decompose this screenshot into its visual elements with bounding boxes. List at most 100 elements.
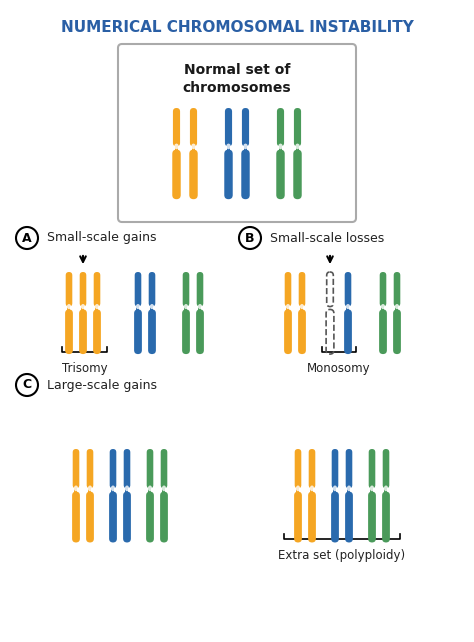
FancyBboxPatch shape	[160, 492, 168, 542]
Ellipse shape	[286, 304, 290, 309]
FancyBboxPatch shape	[124, 449, 130, 489]
Bar	[148, 483, 152, 493]
Ellipse shape	[150, 304, 154, 309]
Ellipse shape	[395, 304, 399, 309]
FancyBboxPatch shape	[94, 272, 100, 307]
Ellipse shape	[226, 144, 231, 149]
Ellipse shape	[278, 144, 283, 149]
Ellipse shape	[174, 144, 179, 149]
FancyBboxPatch shape	[173, 108, 180, 146]
FancyBboxPatch shape	[332, 449, 338, 489]
Ellipse shape	[347, 485, 351, 491]
FancyBboxPatch shape	[276, 150, 285, 199]
Bar	[82, 302, 84, 311]
FancyBboxPatch shape	[134, 309, 142, 354]
Bar	[192, 142, 195, 152]
FancyBboxPatch shape	[383, 449, 389, 489]
Ellipse shape	[296, 485, 300, 491]
Text: C: C	[22, 379, 32, 392]
Ellipse shape	[111, 485, 115, 491]
FancyBboxPatch shape	[182, 309, 190, 354]
FancyBboxPatch shape	[293, 150, 302, 199]
Ellipse shape	[333, 485, 337, 491]
FancyBboxPatch shape	[380, 272, 386, 307]
Ellipse shape	[95, 304, 99, 309]
Ellipse shape	[384, 485, 388, 491]
Bar	[384, 483, 388, 493]
FancyBboxPatch shape	[161, 449, 167, 489]
FancyBboxPatch shape	[146, 492, 154, 542]
Bar	[111, 483, 115, 493]
Ellipse shape	[74, 485, 78, 491]
Bar	[175, 142, 178, 152]
FancyBboxPatch shape	[149, 272, 155, 307]
Ellipse shape	[300, 304, 304, 309]
Ellipse shape	[81, 304, 85, 309]
Bar	[67, 302, 71, 311]
Text: Small-scale gains: Small-scale gains	[47, 232, 156, 245]
Bar	[244, 142, 247, 152]
FancyBboxPatch shape	[190, 108, 197, 146]
FancyBboxPatch shape	[394, 272, 401, 307]
Bar	[163, 483, 165, 493]
FancyBboxPatch shape	[189, 150, 198, 199]
Bar	[286, 302, 290, 311]
Text: Extra set (polyploidy): Extra set (polyploidy)	[278, 549, 406, 562]
Bar	[151, 302, 154, 311]
FancyBboxPatch shape	[118, 44, 356, 222]
Text: Monosomy: Monosomy	[307, 362, 371, 375]
Ellipse shape	[346, 304, 350, 309]
FancyBboxPatch shape	[346, 449, 352, 489]
Bar	[199, 302, 201, 311]
Bar	[328, 302, 331, 311]
Text: NUMERICAL CHROMOSOMAL INSTABILITY: NUMERICAL CHROMOSOMAL INSTABILITY	[61, 21, 413, 35]
FancyBboxPatch shape	[242, 108, 249, 146]
FancyBboxPatch shape	[172, 150, 181, 199]
FancyBboxPatch shape	[294, 108, 301, 146]
FancyBboxPatch shape	[379, 309, 387, 354]
FancyBboxPatch shape	[196, 309, 204, 354]
FancyBboxPatch shape	[73, 449, 79, 489]
Ellipse shape	[88, 485, 92, 491]
Ellipse shape	[381, 304, 385, 309]
Bar	[310, 483, 313, 493]
Bar	[395, 302, 399, 311]
Bar	[382, 302, 384, 311]
FancyBboxPatch shape	[277, 108, 284, 146]
FancyBboxPatch shape	[241, 150, 250, 199]
Text: Trisomy: Trisomy	[62, 362, 107, 375]
FancyBboxPatch shape	[86, 492, 94, 542]
FancyBboxPatch shape	[109, 492, 117, 542]
FancyBboxPatch shape	[123, 492, 131, 542]
Bar	[296, 142, 299, 152]
FancyBboxPatch shape	[148, 309, 156, 354]
Ellipse shape	[191, 144, 196, 149]
FancyBboxPatch shape	[135, 272, 141, 307]
Text: B: B	[245, 232, 255, 245]
FancyBboxPatch shape	[146, 449, 153, 489]
FancyBboxPatch shape	[345, 492, 353, 542]
Ellipse shape	[184, 304, 188, 309]
Text: Small-scale losses: Small-scale losses	[270, 232, 384, 245]
Ellipse shape	[243, 144, 248, 149]
Ellipse shape	[125, 485, 129, 491]
FancyBboxPatch shape	[224, 150, 233, 199]
Bar	[347, 483, 350, 493]
FancyBboxPatch shape	[197, 272, 203, 307]
Bar	[227, 142, 230, 152]
FancyBboxPatch shape	[66, 272, 73, 307]
FancyBboxPatch shape	[309, 449, 315, 489]
FancyBboxPatch shape	[87, 449, 93, 489]
FancyBboxPatch shape	[294, 492, 302, 542]
FancyBboxPatch shape	[344, 309, 352, 354]
FancyBboxPatch shape	[80, 272, 86, 307]
Ellipse shape	[310, 485, 314, 491]
Ellipse shape	[162, 485, 166, 491]
FancyBboxPatch shape	[331, 492, 339, 542]
FancyBboxPatch shape	[93, 309, 101, 354]
Bar	[334, 483, 337, 493]
FancyBboxPatch shape	[308, 492, 316, 542]
Bar	[371, 483, 374, 493]
FancyBboxPatch shape	[369, 449, 375, 489]
Ellipse shape	[198, 304, 202, 309]
